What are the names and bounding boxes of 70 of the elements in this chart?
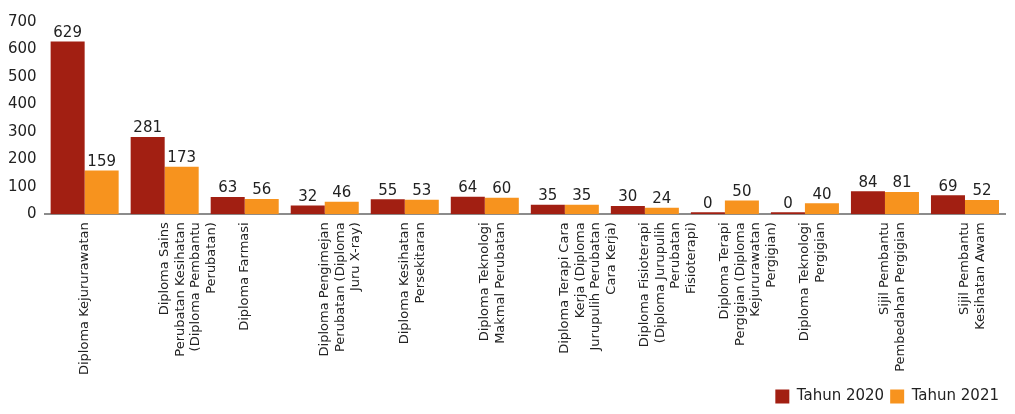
data-label: 173 — [167, 148, 196, 167]
bar — [244, 198, 279, 215]
data-label: 24 — [652, 189, 672, 208]
bar — [564, 204, 599, 215]
bar — [804, 203, 839, 215]
data-label: 84 — [858, 172, 878, 191]
bar — [50, 41, 85, 215]
bar — [450, 196, 485, 215]
y-tick-label: 500 — [7, 66, 37, 85]
bar — [610, 206, 645, 215]
x-tick-label: Diploma Kesihatan Persekitaran — [396, 222, 427, 345]
data-label: 63 — [218, 178, 238, 197]
x-tick-label: Diploma Pengimejan Perubatan (Diploma Juru X-ray) — [316, 222, 363, 357]
bar — [964, 199, 999, 215]
x-tick-label: Diploma Farmasi — [236, 222, 252, 331]
x-tick-label: Diploma Teknologi Makmal Perubatan — [476, 222, 507, 344]
bar — [370, 199, 405, 215]
bar — [690, 212, 725, 215]
data-label: 35 — [572, 186, 592, 205]
y-tick-label: 700 — [7, 11, 37, 30]
bar — [724, 200, 759, 215]
legend-label: Tahun 2021 — [910, 386, 1000, 405]
bar — [164, 166, 199, 215]
bar — [84, 170, 119, 215]
data-label: 60 — [492, 179, 512, 198]
y-tick-label: 400 — [7, 94, 37, 113]
data-label: 46 — [332, 183, 352, 202]
bar — [210, 196, 245, 215]
y-tick-label: 300 — [7, 121, 37, 140]
y-tick-label: 200 — [7, 149, 37, 168]
data-label: 0 — [783, 193, 793, 212]
x-tick-label: Diploma Terapi Pergigian (Diploma Kejururawatan Pergigian) — [716, 222, 779, 346]
data-label: 32 — [298, 186, 318, 205]
data-label: 281 — [133, 118, 162, 137]
data-label: 53 — [412, 181, 432, 200]
bar — [770, 212, 805, 215]
data-label: 52 — [972, 181, 992, 200]
bar — [130, 137, 165, 215]
y-tick-label: 100 — [7, 176, 37, 195]
bar — [850, 191, 885, 215]
bar — [930, 195, 965, 215]
x-tick-label: Diploma Sains Perubatan Kesihatan (Diploma Pembantu Perubatan) — [156, 222, 218, 357]
bar — [884, 192, 919, 215]
x-tick-label: Sijil Pembantu Kesihatan Awam — [956, 222, 987, 330]
x-tick-label: Diploma Teknologi Pergigian — [796, 222, 827, 342]
bar — [644, 207, 679, 215]
x-tick-label: Diploma Kejururawatan — [76, 222, 92, 376]
bar — [404, 199, 439, 215]
data-label: 69 — [938, 176, 958, 195]
data-label: 81 — [892, 173, 912, 192]
data-label: 64 — [458, 178, 478, 197]
x-tick-label: Diploma Fisioterapi (Diploma Jurupulih Perubatan Fisioterapi) — [636, 222, 699, 348]
data-label: 629 — [53, 22, 82, 41]
data-label: 159 — [87, 151, 116, 170]
bar — [484, 197, 519, 215]
x-tick-label: Sijil Pembantu Pembedahan Pergigian — [876, 222, 907, 372]
data-label: 55 — [378, 180, 398, 199]
bar — [530, 204, 565, 215]
bar — [290, 205, 325, 215]
legend-label: Tahun 2020 — [795, 386, 885, 405]
data-label: 35 — [538, 186, 558, 205]
y-tick-label: 600 — [7, 39, 37, 58]
y-tick-label: 0 — [27, 204, 37, 223]
x-tick-label: Diploma Terapi Cara Kerja (Diploma Jurupulih Perubatan Cara Kerja) — [556, 222, 619, 354]
data-label: 50 — [732, 181, 752, 200]
bar — [324, 201, 359, 215]
data-label: 56 — [252, 180, 272, 199]
data-label: 30 — [618, 187, 638, 206]
data-label: 40 — [812, 184, 832, 203]
data-label: 0 — [703, 193, 713, 212]
